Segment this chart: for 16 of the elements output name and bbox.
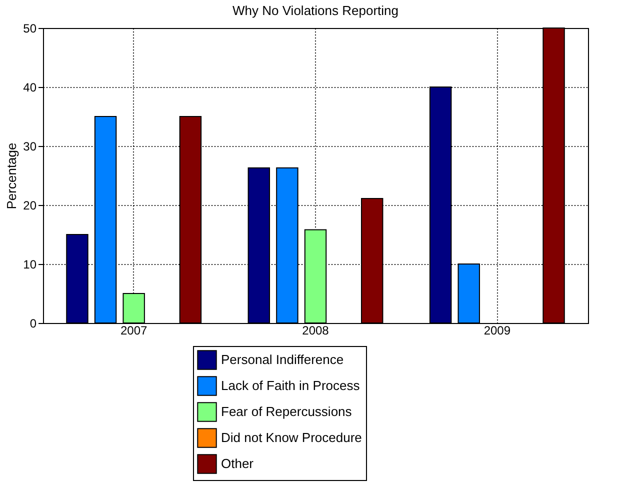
legend-label: Did not Know Procedure <box>221 430 362 445</box>
y-tick-label: 40 <box>23 80 37 94</box>
y-tick-label: 30 <box>23 140 37 154</box>
chart-title: Why No Violations Reporting <box>232 3 398 18</box>
y-axis-title: Percentage <box>4 142 20 210</box>
y-tick-label: 10 <box>23 258 37 272</box>
legend-label: Lack of Faith in Process <box>221 378 360 393</box>
x-tick-label: 2008 <box>302 324 330 338</box>
x-tick-label: 2007 <box>120 324 148 338</box>
y-tick-label: 0 <box>30 316 37 330</box>
legend-label: Personal Indifference <box>221 352 344 367</box>
legend-label: Fear of Repercussions <box>221 404 352 419</box>
legend-label: Other <box>221 456 254 471</box>
y-tick-label: 50 <box>23 22 37 36</box>
x-tick-label: 2009 <box>484 324 511 338</box>
y-tick-label: 20 <box>23 198 37 212</box>
